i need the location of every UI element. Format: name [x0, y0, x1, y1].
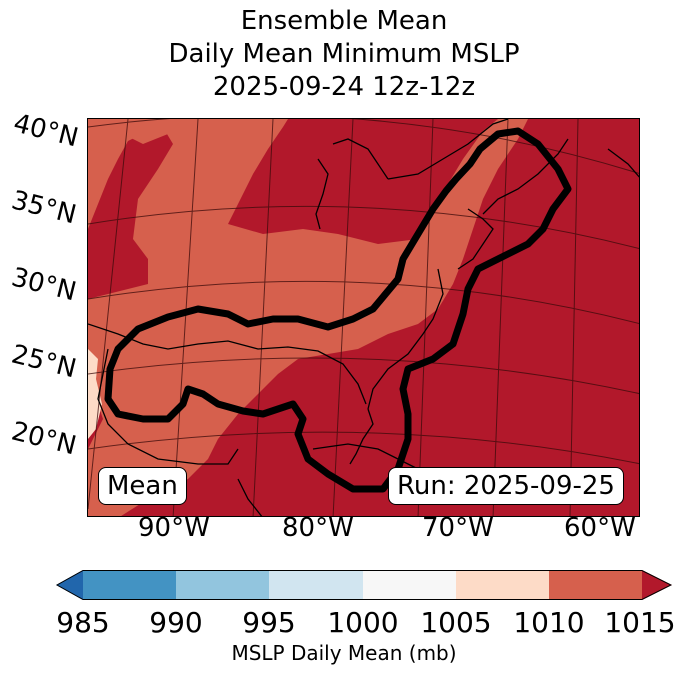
colorbar-seg-1010-1015: [549, 570, 642, 600]
grid-lat-20: [88, 431, 639, 465]
run-date-box: Run: 2025-09-25: [388, 467, 624, 505]
colorbar-outline: [56, 570, 672, 600]
colorbar-tick-1000: 1000: [327, 606, 399, 639]
colorbar-tick-1015: 1015: [604, 606, 676, 639]
coast-gulf: [88, 323, 367, 405]
lat-label-40: 40°N: [10, 108, 82, 154]
grid-lon-70: [492, 119, 509, 516]
coast-lake-michigan: [315, 158, 329, 230]
grid-lon-90: [172, 119, 199, 516]
grid-lat-40: [88, 119, 639, 174]
lon-label-80: 80°W: [282, 513, 354, 543]
map-panel: Mean Run: 2025-09-25: [87, 118, 640, 517]
contour-line: [104, 127, 572, 493]
map-canvas: [88, 119, 639, 516]
colorbar-seg-995-1000: [269, 570, 363, 600]
lon-label-70: 70°W: [422, 513, 494, 543]
fill-mid-band: [88, 119, 528, 516]
colorbar-tick-1010: 1010: [513, 606, 585, 639]
grid-lon-65: [569, 119, 579, 516]
lon-label-60: 60°W: [564, 513, 636, 543]
colorbar-extend-low: [56, 570, 83, 600]
colorbar-label: MSLP Daily Mean (mb): [231, 641, 457, 665]
title-line-2: Daily Mean Minimum MSLP: [168, 39, 520, 69]
lat-label-20: 20°N: [8, 416, 80, 462]
coast-great-lakes: [332, 138, 389, 180]
lat-label-30: 30°N: [8, 262, 80, 308]
coast-yucatan: [237, 478, 263, 516]
fill-low-patch: [88, 349, 102, 439]
colorbar-seg-1000-1005: [363, 570, 456, 600]
grid-lat-35: [88, 205, 639, 250]
fill-mid-corner: [88, 119, 183, 154]
lon-label-90: 90°W: [138, 513, 210, 543]
colorbar-seg-990-995: [176, 570, 269, 600]
title-line-1: Ensemble Mean: [240, 6, 448, 36]
coast-florida-west: [349, 408, 374, 465]
coast-us-east: [367, 268, 444, 410]
coast-new-england: [482, 138, 569, 215]
grid-lat-30: [88, 280, 639, 325]
colorbar-extend-high: [642, 570, 672, 600]
colorbar-seg-1005-1010: [456, 570, 549, 600]
grid-lon-75: [417, 119, 434, 516]
colorbar-seg-985-990: [83, 570, 176, 600]
coast-mexico: [97, 348, 239, 465]
coast-nova-scotia: [607, 148, 639, 178]
colorbar-tick-995: 995: [242, 606, 296, 639]
grid-lon-80: [332, 119, 354, 516]
coast-chesapeake: [457, 208, 494, 270]
grid-lon-95: [88, 119, 129, 510]
lat-label-25: 25°N: [8, 339, 80, 385]
title-line-3: 2025-09-24 12z-12z: [212, 72, 476, 102]
colorbar-tick-1005: 1005: [420, 606, 492, 639]
colorbar: [56, 570, 672, 600]
colorbar-tick-990: 990: [149, 606, 203, 639]
mean-label-box: Mean: [98, 467, 187, 505]
grid-lat-25: [88, 357, 639, 395]
lat-label-35: 35°N: [8, 185, 80, 231]
coast-lake-ontario: [387, 119, 509, 180]
colorbar-tick-985: 985: [56, 606, 110, 639]
coast-cuba: [312, 443, 419, 470]
